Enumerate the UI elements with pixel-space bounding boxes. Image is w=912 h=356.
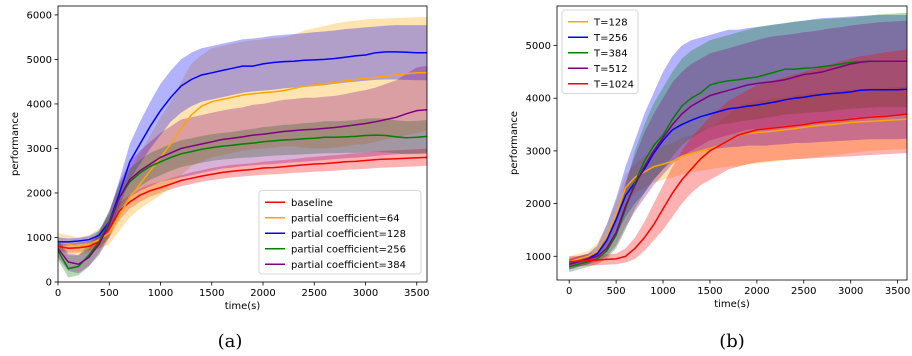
y-axis-label-a: performance bbox=[10, 112, 21, 176]
x-tick-label-a-7: 3500 bbox=[404, 288, 429, 299]
axes-frame-b bbox=[556, 5, 908, 281]
y-axis-label-b: performance bbox=[509, 111, 520, 175]
x-tick-label-b-3: 1500 bbox=[697, 286, 722, 297]
series-line-b-4 bbox=[569, 113, 907, 263]
series-line-b-2 bbox=[569, 60, 907, 268]
y-tick-label-b-0: 1000 bbox=[526, 252, 551, 263]
caption-a: (a) bbox=[218, 331, 243, 352]
legend-label-b-2: T=384 bbox=[593, 48, 628, 59]
x-axis-label-a: time(s) bbox=[225, 301, 261, 312]
panel-b-plot: 0 500 1000 1500 2000 2500 3000 3500 1000 2000 3000… bbox=[509, 5, 910, 310]
x-tick-label-a-2: 1000 bbox=[148, 288, 173, 299]
x-tick-label-b-4: 2000 bbox=[744, 286, 769, 297]
legend-label-b-0: T=128 bbox=[593, 17, 628, 28]
y-tick-label-b-2: 3000 bbox=[526, 146, 551, 157]
band-b-3 bbox=[569, 20, 907, 270]
y-tick-label-a-3: 3000 bbox=[27, 144, 52, 155]
x-tick-label-b-6: 3000 bbox=[838, 286, 863, 297]
series-line-b-3 bbox=[569, 60, 907, 265]
x-tick-label-b-0: 0 bbox=[566, 286, 572, 297]
legend-a bbox=[258, 190, 422, 275]
legend-label-a-0: baseline bbox=[291, 198, 333, 209]
band-b-2 bbox=[569, 12, 907, 273]
series-line-b-1 bbox=[569, 88, 907, 265]
x-tick-label-b-1: 500 bbox=[607, 286, 626, 297]
axes-frame-a bbox=[57, 5, 428, 283]
y-tick-label-a-0: 0 bbox=[46, 278, 52, 289]
band-b-4 bbox=[569, 49, 907, 267]
y-tick-label-a-5: 5000 bbox=[27, 55, 52, 66]
y-tick-label-a-1: 1000 bbox=[27, 233, 52, 244]
band-a-4 bbox=[58, 65, 427, 274]
y-tick-label-a-6: 6000 bbox=[27, 10, 52, 21]
x-tick-label-a-5: 2500 bbox=[302, 288, 327, 299]
legend-label-b-3: T=512 bbox=[593, 64, 628, 75]
legend-label-b-1: T=256 bbox=[593, 33, 628, 44]
x-tick-label-a-0: 0 bbox=[55, 288, 61, 299]
legend-label-a-4: partial coefficient=384 bbox=[291, 260, 406, 271]
y-tick-label-b-4: 5000 bbox=[526, 41, 551, 52]
series-line-a-1 bbox=[58, 72, 427, 248]
x-tick-label-a-3: 1500 bbox=[199, 288, 224, 299]
series-line-a-4 bbox=[58, 108, 427, 265]
x-tick-label-a-4: 2000 bbox=[250, 288, 275, 299]
band-a-2 bbox=[58, 25, 427, 247]
y-tick-label-b-3: 4000 bbox=[526, 94, 551, 105]
x-tick-label-a-6: 3000 bbox=[353, 288, 378, 299]
y-tick-label-a-4: 4000 bbox=[27, 99, 52, 110]
caption-b: (b) bbox=[719, 331, 745, 352]
y-tick-label-b-1: 2000 bbox=[526, 199, 551, 210]
legend-label-b-4: T=1024 bbox=[593, 79, 634, 90]
legend-label-a-3: partial coefficient=256 bbox=[291, 244, 406, 255]
legend-label-a-1: partial coefficient=64 bbox=[291, 213, 400, 224]
x-tick-label-a-1: 500 bbox=[100, 288, 119, 299]
x-axis-label-b: time(s) bbox=[714, 299, 750, 310]
x-tick-label-b-7: 3500 bbox=[885, 286, 910, 297]
series-line-a-0 bbox=[58, 156, 427, 249]
x-tick-label-b-2: 1000 bbox=[650, 286, 675, 297]
x-tick-label-b-5: 2500 bbox=[791, 286, 816, 297]
legend-b bbox=[561, 9, 639, 94]
legend-label-a-2: partial coefficient=128 bbox=[291, 229, 406, 240]
band-a-3 bbox=[58, 118, 427, 278]
band-b-1 bbox=[569, 15, 907, 270]
series-line-a-2 bbox=[58, 51, 427, 243]
y-tick-label-a-2: 2000 bbox=[27, 188, 52, 199]
band-b-0 bbox=[569, 86, 907, 267]
panel-a-plot: 0 500 1000 1500 2000 2500 3000 3500 0 1000 2000 300… bbox=[10, 5, 429, 312]
